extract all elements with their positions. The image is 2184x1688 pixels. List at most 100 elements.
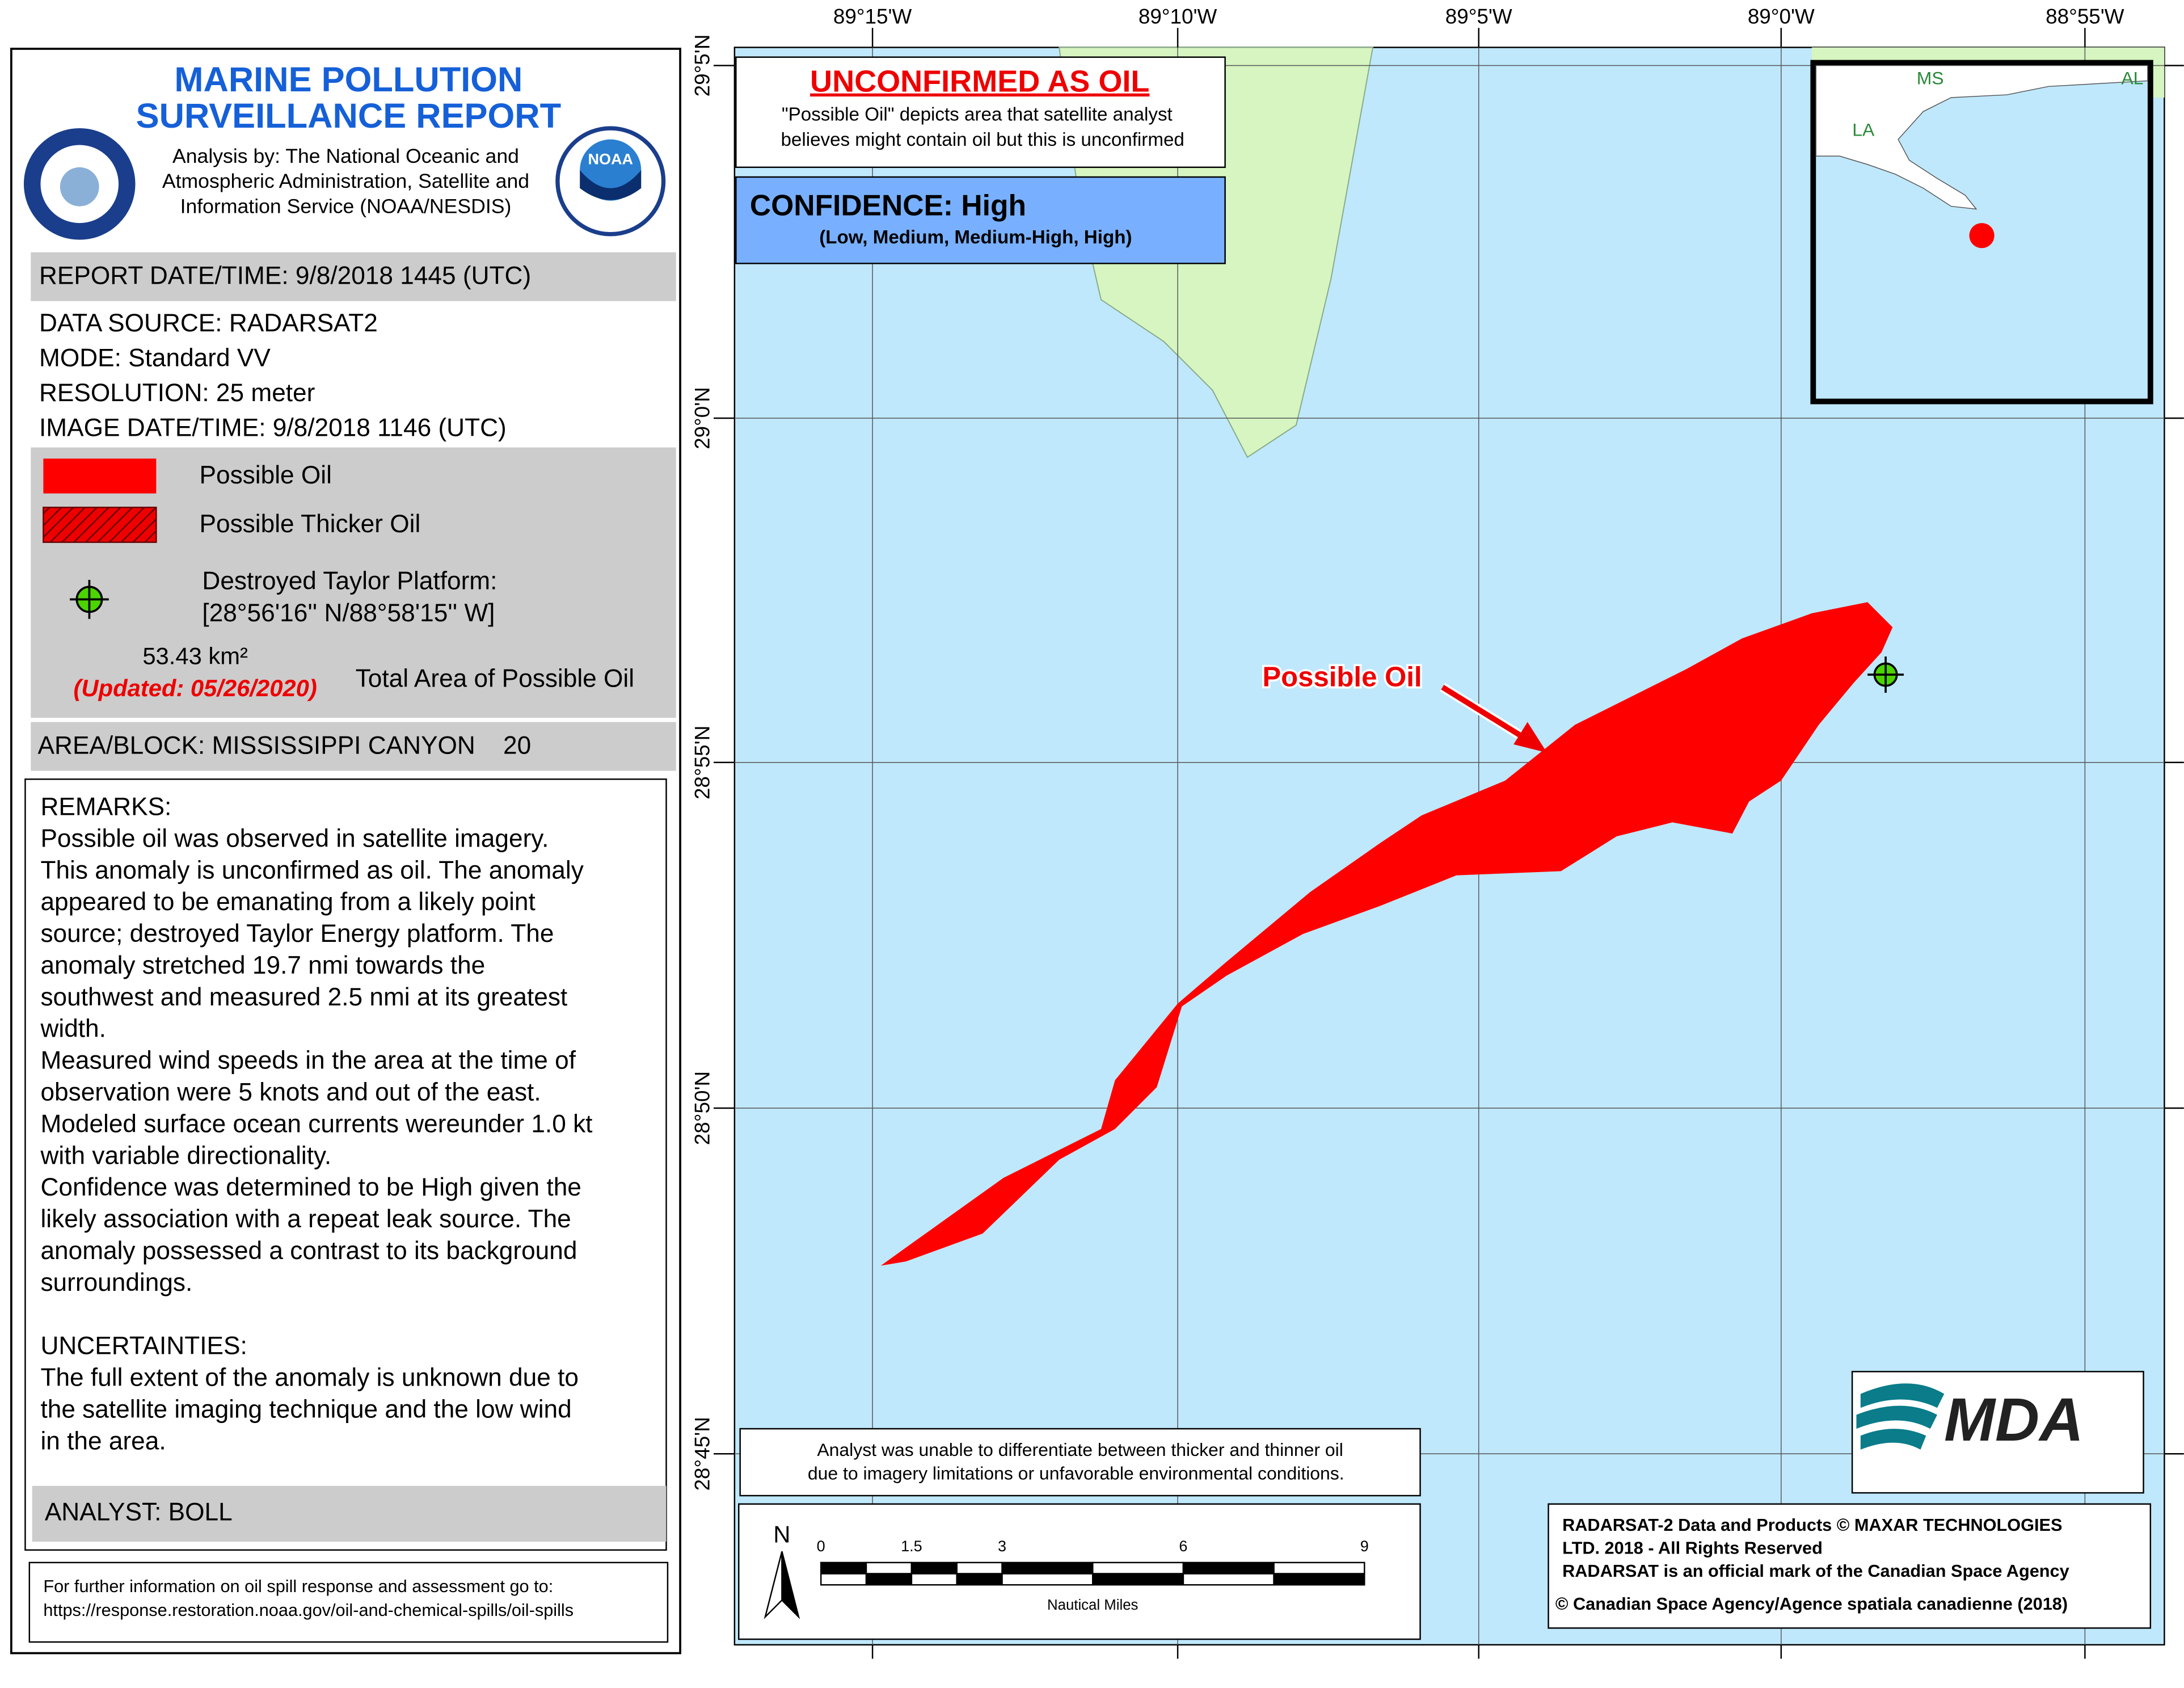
legend-label: Possible Oil [200, 461, 332, 489]
legend-swatch-thick [43, 506, 157, 543]
scalebar-segment [865, 1561, 913, 1575]
title: MARINE POLLUTION [174, 60, 522, 99]
area-label: Total Area of Possible Oil [356, 665, 634, 693]
remarks-line: appeared to be emanating from a likely p… [40, 888, 535, 916]
report-date-box [31, 252, 676, 301]
scalebar-tick-label: 3 [998, 1538, 1006, 1555]
north-label: N [773, 1521, 790, 1547]
noaa-text: NOAA [588, 151, 633, 168]
remarks-box [24, 778, 667, 1551]
analyst: ANALYST: BOLL [45, 1498, 233, 1526]
lon-label: 89°10'W [1139, 5, 1217, 28]
analysis-line: Atmospheric Administration, Satellite an… [162, 170, 529, 192]
remarks-line: Possible oil was observed in satellite i… [40, 824, 549, 852]
analysis-line: Information Service (NOAA/NESDIS) [180, 195, 512, 217]
credit-line: RADARSAT is an official mark of the Cana… [1562, 1561, 2069, 1581]
banner-text: "Possible Oil" depicts area that satelli… [782, 104, 1173, 125]
north-arrow [764, 1551, 783, 1619]
banner-title: UNCONFIRMED AS OIL [810, 65, 1149, 99]
scalebar-tick-label: 1.5 [901, 1538, 922, 1555]
area-block: AREA/BLOCK: MISSISSIPPI CANYON 20 [38, 731, 532, 759]
lon-label: 89°5'W [1445, 5, 1512, 28]
lat-label: 28°45'N [691, 1417, 714, 1491]
uncertainties-heading: UNCERTAINTIES: [40, 1332, 247, 1360]
remarks-line: with variable directionality. [40, 1142, 331, 1169]
inset-label: MS [1917, 68, 1944, 88]
commerce-seal [23, 128, 136, 240]
banner-box [735, 56, 1226, 169]
scalebar-segment [1001, 1561, 1094, 1575]
scalebar-segment [820, 1573, 867, 1586]
scalebar-segment [865, 1573, 913, 1586]
scalebar-segment [1001, 1573, 1094, 1586]
title: SURVEILLANCE REPORT [136, 96, 561, 136]
logo-text: MDA [1944, 1385, 2084, 1454]
report-detail: MODE: Standard VV [39, 344, 271, 372]
scalebar-segment [1182, 1561, 1275, 1575]
uncertainties-line: The full extent of the anomaly is unknow… [40, 1364, 579, 1392]
inset-label: AL [2121, 68, 2143, 88]
remarks-heading: REMARKS: [40, 793, 171, 821]
scalebar-segment [956, 1561, 1003, 1575]
lat-label: 28°55'N [691, 726, 714, 799]
scalebar-tick-label: 9 [1360, 1538, 1369, 1555]
lat-label: 29°5'N [691, 35, 714, 97]
scalebar-segment [1182, 1573, 1275, 1586]
report-detail: RESOLUTION: 25 meter [39, 379, 315, 407]
platform-marker [1867, 656, 1904, 693]
footer-line: For further information on oil spill res… [43, 1576, 553, 1596]
area-value: 53.43 km² [142, 643, 248, 670]
uncertainties-line: the satellite imaging technique and the … [40, 1395, 571, 1423]
confidence-scale: (Low, Medium, Medium-High, High) [819, 227, 1132, 248]
credits-box [1548, 1503, 2152, 1629]
platform-coords: [28°56'16'' N/88°58'15'' W] [202, 599, 495, 627]
remarks-line: surroundings. [40, 1269, 192, 1296]
remarks-line: southwest and measured 2.5 nmi at its gr… [40, 983, 567, 1011]
area-block-box [31, 722, 676, 771]
platform-label: Destroyed Taylor Platform: [202, 567, 497, 595]
footer-line: https://response.restoration.noaa.gov/oi… [43, 1600, 574, 1620]
disclaimer-line: due to imagery limitations or unfavorabl… [808, 1463, 1344, 1484]
lat-label: 28°50'N [691, 1071, 714, 1145]
remarks-line: anomaly possessed a contrast to its back… [40, 1237, 577, 1265]
updated-note: (Updated: 05/26/2020) [74, 675, 317, 701]
scalebar-tick-label: 0 [817, 1538, 825, 1555]
inset-label: LA [1852, 119, 1875, 140]
remarks-line: likely association with a repeat leak so… [40, 1205, 571, 1233]
remarks-line: This anomaly is unconfirmed as oil. The … [40, 856, 584, 884]
confidence-title: CONFIDENCE: High [750, 189, 1026, 222]
mda-swirl [1856, 1383, 1945, 1450]
disclaimer-box [739, 1428, 1421, 1497]
legend-swatch-oil [43, 458, 157, 494]
scalebar-segment [1273, 1561, 1365, 1575]
report-date: REPORT DATE/TIME: 9/8/2018 1445 (UTC) [39, 262, 531, 290]
credit-line: © Canadian Space Agency/Agence spatiala … [1555, 1594, 2068, 1614]
legend-label: Possible Thicker Oil [200, 510, 421, 538]
lon-label: 89°15'W [833, 5, 912, 28]
analysis-line: Analysis by: The National Oceanic and [172, 145, 519, 167]
scalebar-tick-label: 6 [1179, 1538, 1187, 1555]
report-detail: DATA SOURCE: RADARSAT2 [39, 309, 378, 337]
disclaimer-line: Analyst was unable to differentiate betw… [817, 1439, 1343, 1460]
remarks-line: anomaly stretched 19.7 nmi towards the [40, 952, 485, 979]
scalebar-segment [1092, 1561, 1184, 1575]
scalebar-segment [820, 1561, 867, 1575]
lon-label: 89°0'W [1748, 5, 1815, 28]
remarks-line: source; destroyed Taylor Energy platform… [40, 920, 554, 948]
scalebar-segment [1092, 1573, 1184, 1586]
remarks-line: Measured wind speeds in the area at the … [40, 1047, 576, 1075]
lon-label: 88°55'W [2046, 5, 2124, 28]
remarks-line: Confidence was determined to be High giv… [40, 1173, 581, 1201]
scalebar-segment [910, 1573, 958, 1586]
scalebar-segment [1273, 1573, 1365, 1586]
uncertainties-line: in the area. [40, 1427, 166, 1455]
oil-slick [880, 602, 1893, 1266]
report-detail: IMAGE DATE/TIME: 9/8/2018 1146 (UTC) [39, 414, 507, 441]
analyst-box [32, 1485, 667, 1542]
legend-platform-icon [70, 579, 109, 619]
noaa-logo: NOAA [555, 126, 666, 237]
oil-annotation: Possible Oil [1262, 662, 1422, 692]
remarks-line: width. [40, 1015, 106, 1043]
